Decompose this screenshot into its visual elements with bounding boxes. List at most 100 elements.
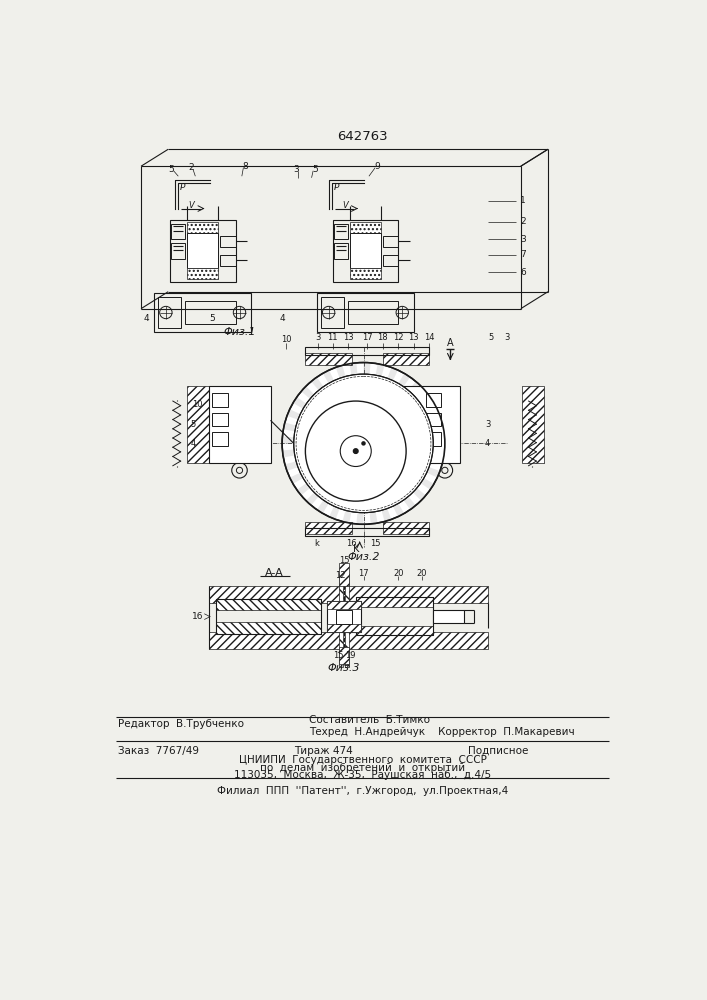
Wedge shape: [284, 422, 296, 431]
Text: 15: 15: [333, 651, 343, 660]
Text: 4: 4: [190, 439, 196, 448]
Text: 20: 20: [416, 569, 427, 578]
Bar: [220, 255, 235, 266]
Bar: [332, 220, 398, 282]
Bar: [216, 622, 321, 634]
Text: 15: 15: [370, 539, 380, 548]
Text: 14: 14: [424, 333, 435, 342]
Text: V: V: [189, 201, 194, 210]
Wedge shape: [417, 391, 430, 404]
Bar: [356, 597, 433, 607]
Text: 17: 17: [362, 333, 373, 342]
Text: 13: 13: [343, 333, 354, 342]
Wedge shape: [349, 363, 358, 375]
Bar: [327, 601, 361, 632]
Wedge shape: [301, 386, 314, 399]
Bar: [383, 235, 398, 247]
Text: 3: 3: [485, 420, 490, 429]
Bar: [345, 574, 349, 667]
Text: Заказ  7767/49: Заказ 7767/49: [118, 746, 199, 756]
Bar: [522, 386, 544, 463]
Wedge shape: [404, 496, 416, 510]
Wedge shape: [409, 381, 421, 394]
Bar: [327, 624, 361, 632]
Text: ЦНИИПИ  Государственного  комитета  СССР: ЦНИИПИ Государственного комитета СССР: [239, 755, 486, 765]
Wedge shape: [370, 512, 378, 524]
Bar: [321, 297, 344, 328]
Wedge shape: [342, 510, 351, 523]
Wedge shape: [306, 492, 319, 505]
Bar: [187, 268, 218, 279]
Bar: [171, 243, 185, 259]
Text: 18: 18: [378, 333, 388, 342]
Text: Φиз.1: Φиз.1: [223, 327, 256, 337]
Bar: [212, 393, 228, 407]
Bar: [187, 222, 218, 233]
Bar: [339, 574, 344, 667]
Bar: [334, 224, 348, 239]
Wedge shape: [323, 370, 334, 383]
Text: Редактор  В.Трубченко: Редактор В.Трубченко: [118, 719, 244, 729]
Wedge shape: [431, 455, 443, 464]
Bar: [349, 268, 380, 279]
Bar: [348, 301, 398, 324]
Text: 3: 3: [293, 165, 299, 174]
Text: 3: 3: [504, 333, 510, 342]
Text: 5: 5: [312, 165, 317, 174]
Bar: [339, 563, 349, 586]
Circle shape: [340, 436, 371, 466]
Text: 113035,  Москва,  Ж-35,  Раушская  наб.,  д.4/5: 113035, Москва, Ж-35, Раушская наб., д.4…: [234, 770, 491, 780]
Bar: [187, 386, 209, 463]
Bar: [305, 528, 429, 536]
Text: по  делам  изобретений  и  открытий: по делам изобретений и открытий: [260, 763, 465, 773]
Bar: [220, 235, 235, 247]
Wedge shape: [282, 449, 295, 457]
Wedge shape: [363, 363, 370, 374]
Wedge shape: [356, 512, 363, 524]
Wedge shape: [413, 488, 426, 501]
Text: 11: 11: [327, 333, 338, 342]
Text: 2: 2: [189, 163, 194, 172]
Bar: [185, 301, 235, 324]
Text: 642763: 642763: [337, 130, 388, 143]
Text: 3: 3: [520, 235, 526, 244]
Bar: [398, 386, 460, 463]
Circle shape: [354, 449, 358, 453]
Wedge shape: [297, 483, 310, 495]
Text: 2: 2: [520, 217, 526, 226]
Circle shape: [293, 374, 433, 513]
Text: 16: 16: [192, 612, 203, 621]
Text: P: P: [180, 183, 186, 192]
Text: Филиал  ППП  ''Патент'',  г.Ужгород,  ул.Проектная,4: Филиал ППП ''Патент'', г.Ужгород, ул.Про…: [217, 786, 508, 796]
Circle shape: [362, 442, 365, 445]
Bar: [426, 432, 441, 446]
Wedge shape: [311, 377, 324, 390]
Wedge shape: [317, 500, 329, 513]
Wedge shape: [427, 467, 440, 478]
Text: Составитель  Б.Тимко: Составитель Б.Тимко: [309, 715, 431, 725]
Wedge shape: [293, 397, 306, 409]
Text: Φиз.2: Φиз.2: [347, 552, 380, 562]
Bar: [154, 293, 251, 332]
Text: 3: 3: [315, 333, 320, 342]
Text: 10: 10: [192, 400, 202, 409]
Wedge shape: [432, 429, 445, 437]
Bar: [171, 224, 185, 239]
Text: 4: 4: [279, 314, 285, 323]
Text: 12: 12: [393, 333, 404, 342]
Bar: [187, 233, 218, 268]
Wedge shape: [382, 509, 392, 521]
Wedge shape: [393, 503, 404, 517]
Text: 8: 8: [242, 162, 247, 171]
Text: Φиз.3: Φиз.3: [328, 663, 361, 673]
Wedge shape: [398, 373, 410, 387]
Text: 9: 9: [375, 162, 380, 171]
Text: 5: 5: [209, 314, 215, 323]
Bar: [356, 597, 433, 635]
Bar: [426, 393, 441, 407]
Wedge shape: [329, 506, 339, 519]
Text: 15: 15: [339, 556, 349, 565]
Bar: [212, 413, 228, 426]
Bar: [339, 647, 349, 664]
Text: 4: 4: [144, 314, 149, 323]
